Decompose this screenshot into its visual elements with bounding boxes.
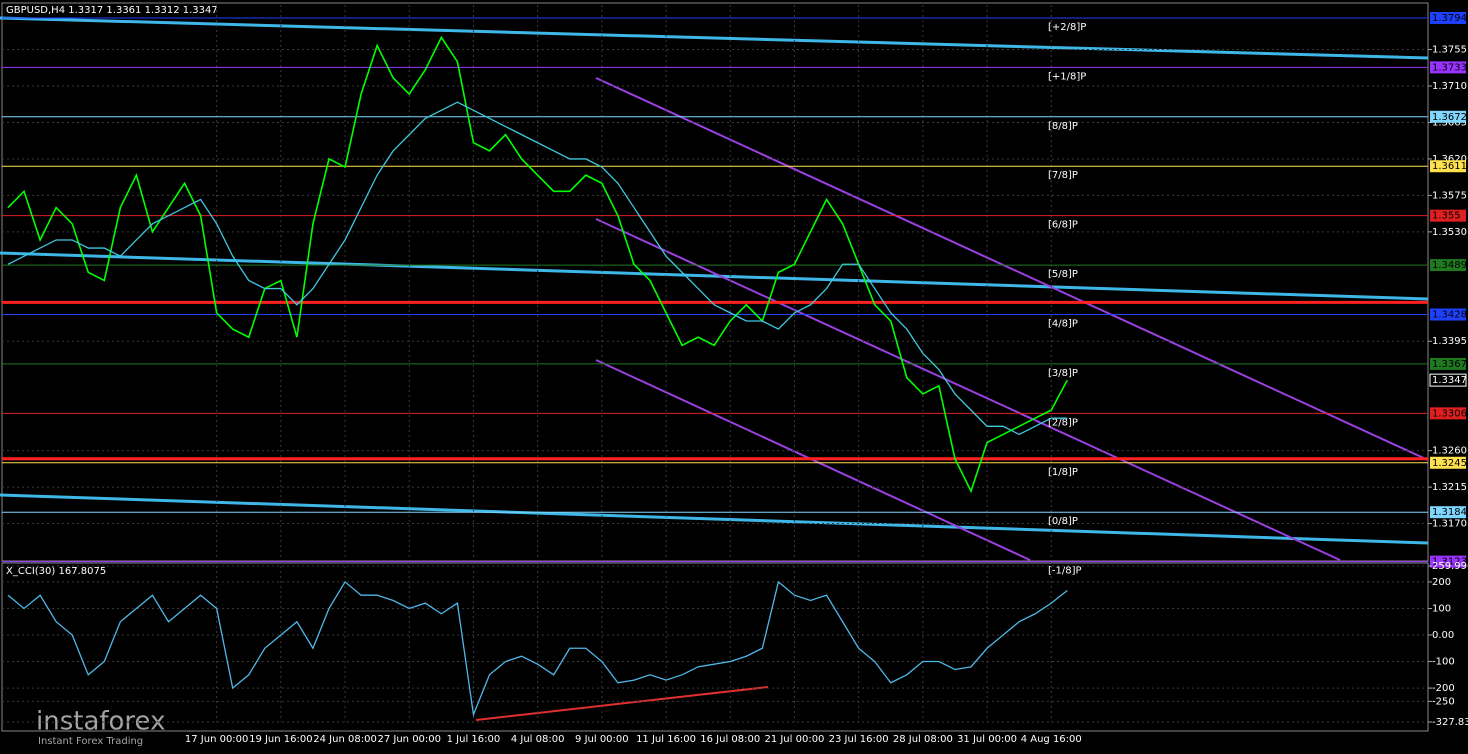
y-tick-label: 1.3575 xyxy=(1432,190,1467,201)
series-line xyxy=(7,580,1068,718)
level-tag xyxy=(1430,110,1466,123)
x-tick-label: 28 Jul 08:00 xyxy=(893,734,953,745)
chart-title: GBPUSD,H4 1.3317 1.3361 1.3312 1.3347 xyxy=(6,5,218,16)
level-tag xyxy=(1430,357,1466,370)
level-tag xyxy=(1430,259,1466,272)
y-tick-label: 0.00 xyxy=(1432,630,1454,641)
y-tick-label: 1.3755 xyxy=(1432,45,1467,56)
cci-title: X_CCI(30) 167.8075 xyxy=(6,566,106,577)
level-tag xyxy=(1430,506,1466,519)
x-tick-label: 31 Jul 00:00 xyxy=(957,734,1017,745)
y-tick-label: 1.3170 xyxy=(1432,519,1467,530)
x-tick-label: 11 Jul 16:00 xyxy=(636,734,696,745)
murray-label: [0/8]P xyxy=(1048,516,1078,527)
level-value: 1.3428 xyxy=(1432,310,1467,321)
y-tick-label: 1.3215 xyxy=(1432,482,1467,493)
y-tick-label: -200 xyxy=(1432,683,1455,694)
y-tick-label: 1.3260 xyxy=(1432,446,1467,457)
x-tick-label: 19 Jun 16:00 xyxy=(249,734,313,745)
price-frame xyxy=(1,2,1429,562)
y-tick-label: 259.9969 xyxy=(1432,561,1468,572)
x-tick-label: 16 Jul 08:00 xyxy=(700,734,760,745)
x-tick-label: 27 Jun 00:00 xyxy=(377,734,441,745)
watermark: instaforex xyxy=(36,707,165,737)
channel-line xyxy=(0,493,1429,545)
x-tick-label: 1 Jul 16:00 xyxy=(447,734,501,745)
murray-label: [8/8]P xyxy=(1048,121,1078,132)
cci-frame xyxy=(1,562,1429,732)
level-tag xyxy=(1430,61,1466,74)
trend-channel xyxy=(595,77,1429,461)
y-tick-label: 200 xyxy=(1432,577,1451,588)
murray-label: [-1/8]P xyxy=(1048,566,1082,577)
level-value: 1.3733 xyxy=(1432,62,1467,73)
murray-label: [4/8]P xyxy=(1048,319,1078,330)
level-value: 1.355 xyxy=(1432,211,1461,222)
level-tag xyxy=(1430,160,1466,173)
murray-label: [3/8]P xyxy=(1048,368,1078,379)
level-value: 1.3123 xyxy=(1432,557,1467,568)
x-tick-label: 17 Jun 00:00 xyxy=(185,734,249,745)
y-tick-label: -100 xyxy=(1432,657,1455,668)
level-value: 1.3794 xyxy=(1432,13,1467,24)
level-value: 1.3672 xyxy=(1432,112,1467,123)
channel-line xyxy=(0,16,1429,60)
y-tick-label: 1.3620 xyxy=(1432,154,1467,165)
y-tick-label: 1.3710 xyxy=(1432,81,1467,92)
price-tag xyxy=(1429,373,1467,387)
trend-channel xyxy=(595,218,1341,561)
y-tick-label: 1.3530 xyxy=(1432,227,1467,238)
x-tick-label: 4 Aug 16:00 xyxy=(1021,734,1082,745)
y-tick-label: -250 xyxy=(1432,696,1455,707)
x-tick-label: 9 Jul 00:00 xyxy=(575,734,629,745)
level-value: 1.3367 xyxy=(1432,359,1467,370)
murray-label: [6/8]P xyxy=(1048,220,1078,231)
murray-label: [+2/8]P xyxy=(1048,22,1086,33)
channel-line xyxy=(0,251,1429,301)
murray-label: [2/8]P xyxy=(1048,417,1078,428)
murray-label: [1/8]P xyxy=(1048,467,1078,478)
level-value: 1.3489 xyxy=(1432,260,1467,271)
y-tick-label: 1.3665 xyxy=(1432,117,1467,128)
y-tick-label: 100 xyxy=(1432,603,1451,614)
watermark-tagline: Instant Forex Trading xyxy=(38,736,143,747)
murray-label: [5/8]P xyxy=(1048,269,1078,280)
y-tick-label: -327.832 xyxy=(1432,717,1468,728)
level-tag xyxy=(1430,407,1466,420)
level-tag xyxy=(1430,11,1466,24)
level-value: 1.3306 xyxy=(1432,408,1467,419)
x-tick-label: 24 Jun 08:00 xyxy=(313,734,377,745)
x-tick-label: 21 Jul 00:00 xyxy=(764,734,824,745)
murray-label: [+1/8]P xyxy=(1048,71,1086,82)
series-line xyxy=(7,101,1068,436)
level-tag xyxy=(1430,555,1466,568)
murray-label: [7/8]P xyxy=(1048,170,1078,181)
series-line xyxy=(7,35,1069,494)
x-tick-label: 23 Jul 16:00 xyxy=(829,734,889,745)
level-tag xyxy=(1430,456,1466,469)
level-value: 1.3184 xyxy=(1432,507,1467,518)
y-tick-label: 1.3395 xyxy=(1432,336,1467,347)
divergence-line xyxy=(475,686,769,721)
level-tag xyxy=(1430,209,1466,222)
last-price: 1.3347 xyxy=(1432,375,1467,386)
x-tick-label: 4 Jul 08:00 xyxy=(511,734,565,745)
level-value: 1.3245 xyxy=(1432,458,1467,469)
level-value: 1.3611 xyxy=(1432,161,1467,172)
level-tag xyxy=(1430,308,1466,321)
